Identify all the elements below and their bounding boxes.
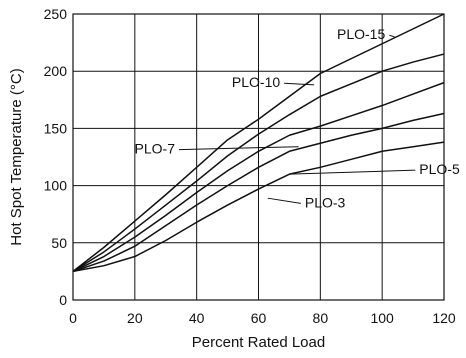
x-tick-label-100: 100 (370, 310, 394, 326)
x-tick-label-80: 80 (313, 310, 329, 326)
x-tick-label-60: 60 (251, 310, 267, 326)
y-tick-label-100: 100 (44, 178, 68, 194)
series-lines (72, 13, 445, 273)
x-tick-label-20: 20 (127, 310, 143, 326)
axis-ticks: 0 20 40 60 80 100 120 0 50 100 150 200 250 (44, 6, 456, 326)
series-line-plo-7 (72, 81, 445, 273)
y-tick-label-50: 50 (51, 235, 67, 251)
y-axis-label: Hot Spot Temperature (°C) (8, 68, 25, 245)
y-tick-label-0: 0 (59, 292, 67, 308)
leader-line-plo-7 (179, 146, 299, 151)
series-line-plo-15 (72, 13, 445, 272)
leader-line-plo-5 (289, 169, 416, 175)
x-axis-label: Percent Rated Load (192, 334, 325, 351)
x-tick-label-0: 0 (69, 310, 77, 326)
y-tick-label-250: 250 (44, 6, 68, 22)
series-line-plo-5 (72, 112, 445, 273)
series-labels: PLO-15 PLO-10 PLO-7 PLO-5 PLO-3 (135, 26, 460, 210)
leader-line-plo-3 (267, 197, 301, 204)
y-tick-label-200: 200 (44, 63, 68, 79)
x-tick-label-120: 120 (432, 310, 456, 326)
series-label-plo-3: PLO-3 (305, 194, 346, 210)
plot-frame (72, 13, 445, 301)
series-line-plo-3 (72, 141, 445, 273)
series-label-plo-15: PLO-15 (337, 26, 385, 42)
x-tick-label-40: 40 (189, 310, 205, 326)
series-label-plo-10: PLO-10 (232, 74, 280, 90)
leader-line-plo-15 (389, 34, 395, 38)
grid (73, 14, 444, 300)
y-tick-label-150: 150 (44, 120, 68, 136)
leader-line-plo-10 (284, 82, 315, 86)
series-line-plo-10 (72, 53, 445, 273)
series-label-plo-5: PLO-5 (419, 161, 460, 177)
series-label-plo-7: PLO-7 (135, 141, 176, 157)
